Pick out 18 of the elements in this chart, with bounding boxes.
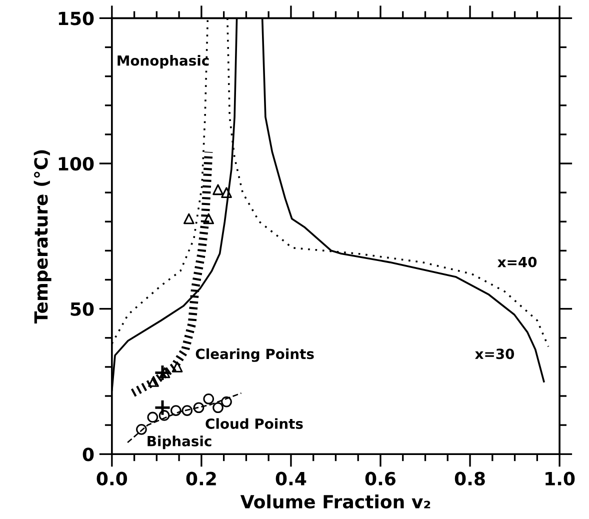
x-tick-label: 0.6 [365,472,396,486]
x-tick-label: 0.8 [454,472,485,486]
y-tick-label: 100 [58,156,94,171]
y-tick-label: 0 [82,448,94,462]
annotation: Clearing Points [196,348,314,362]
y-tick-label: 50 [70,302,94,316]
x-tick-label: 0.4 [276,472,306,486]
annotation: Biphasic [148,436,212,450]
x-axis-title: Volume Fraction v₂ [240,494,430,508]
x-tick-label: 0.0 [96,472,128,486]
y-axis-title: Temperature (°C) [34,150,52,324]
y-tick-label: 150 [58,12,94,26]
series-label: x=40 [498,256,537,268]
series-label: x=30 [475,348,514,360]
annotation: Monophasic [118,55,209,68]
x-tick-label: 0.2 [186,472,216,486]
x-tick-label: 1.0 [546,472,575,486]
annotation: Cloud Points [206,418,303,429]
